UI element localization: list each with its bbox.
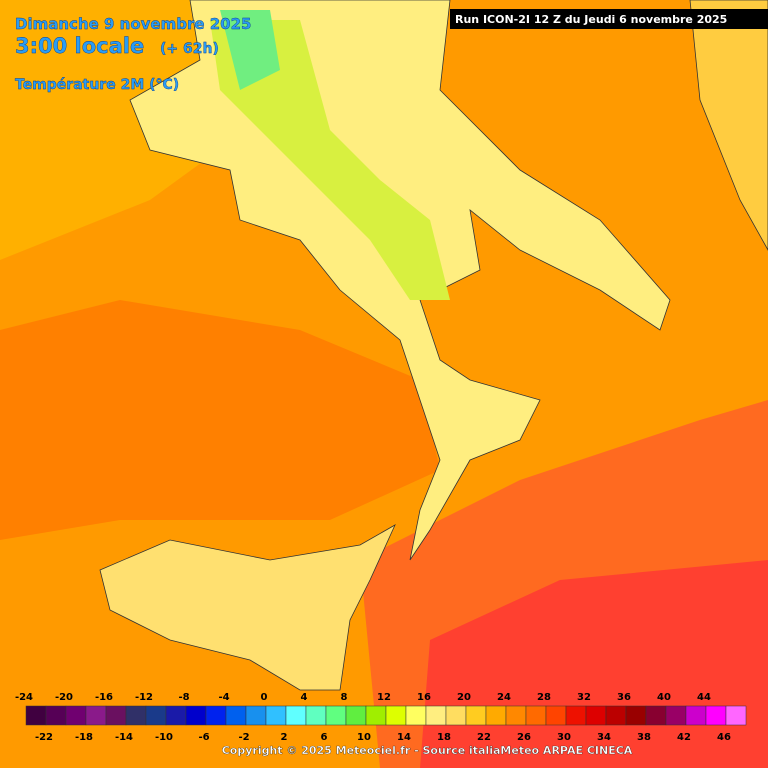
- legend-swatch: [585, 705, 607, 726]
- legend-swatch: [445, 705, 467, 726]
- legend-label: -14: [115, 732, 133, 743]
- legend-label: -18: [75, 732, 93, 743]
- legend-label: 12: [377, 692, 391, 703]
- legend-label: 26: [517, 732, 531, 743]
- legend-label: 38: [637, 732, 651, 743]
- legend-swatch: [625, 705, 647, 726]
- legend-label: 24: [497, 692, 511, 703]
- legend-label: 4: [301, 692, 308, 703]
- legend-label: -24: [15, 692, 33, 703]
- legend-label: -2: [238, 732, 249, 743]
- legend-swatch: [125, 705, 147, 726]
- legend-label: 40: [657, 692, 671, 703]
- legend-label: 14: [397, 732, 411, 743]
- legend-label: 22: [477, 732, 491, 743]
- legend-label: -12: [135, 692, 153, 703]
- sicily: [99, 524, 396, 691]
- legend-swatch: [385, 705, 407, 726]
- legend-swatch: [405, 705, 427, 726]
- legend-label: 2: [281, 732, 288, 743]
- legend-label: 0: [261, 692, 268, 703]
- legend-swatch: [165, 705, 187, 726]
- legend-label: -10: [155, 732, 173, 743]
- legend-label: 44: [697, 692, 711, 703]
- legend-label: 10: [357, 732, 371, 743]
- legend-label: -4: [218, 692, 229, 703]
- legend-label: 42: [677, 732, 691, 743]
- legend-label: 6: [321, 732, 328, 743]
- field-name: Température 2M (°C): [15, 77, 179, 93]
- apennines-cold: [220, 10, 280, 90]
- legend-label: -20: [55, 692, 73, 703]
- time: 3:00 locale: [15, 34, 144, 58]
- legend-label: -6: [198, 732, 209, 743]
- legend-label: 46: [717, 732, 731, 743]
- legend-label: 8: [341, 692, 348, 703]
- legend: -24-22-20-18-16-14-12-10-8-6-4-202468101…: [15, 692, 747, 743]
- legend-label: -22: [35, 732, 53, 743]
- legend-swatch: [225, 705, 247, 726]
- legend-swatch: [505, 705, 527, 726]
- legend-swatch: [365, 705, 387, 726]
- legend-swatch: [65, 705, 87, 726]
- date: Dimanche 9 novembre 2025: [15, 15, 252, 33]
- legend-label: 32: [577, 692, 591, 703]
- legend-label: -16: [95, 692, 113, 703]
- legend-swatch: [45, 705, 67, 726]
- legend-swatch: [285, 705, 307, 726]
- legend-label: 16: [417, 692, 431, 703]
- lead-time: (+ 62h): [160, 41, 219, 57]
- legend-swatch: [465, 705, 487, 726]
- legend-label: 18: [437, 732, 451, 743]
- legend-swatch: [145, 705, 167, 726]
- legend-swatch: [685, 705, 707, 726]
- legend-swatch: [325, 705, 347, 726]
- apennines-cool: [210, 20, 450, 300]
- legend-swatch: [645, 705, 667, 726]
- legend-swatch: [85, 705, 107, 726]
- legend-label: 28: [537, 692, 551, 703]
- run-banner: [450, 9, 768, 29]
- legend-swatch: [725, 705, 747, 726]
- legend-swatch: [205, 705, 227, 726]
- legend-swatch: [25, 705, 47, 726]
- run-info: Run ICON-2I 12 Z du Jeudi 6 novembre 202…: [455, 13, 727, 26]
- legend-swatch: [425, 705, 447, 726]
- legend-label: 34: [597, 732, 611, 743]
- legend-swatch: [185, 705, 207, 726]
- legend-swatch: [265, 705, 287, 726]
- legend-label: -8: [178, 692, 189, 703]
- legend-swatch: [605, 705, 627, 726]
- legend-swatch: [705, 705, 727, 726]
- sea-tyrrhenian: [0, 300, 440, 540]
- legend-swatch: [565, 705, 587, 726]
- legend-swatch: [345, 705, 367, 726]
- legend-swatch: [665, 705, 687, 726]
- legend-swatch: [305, 705, 327, 726]
- legend-swatch: [545, 705, 567, 726]
- legend-swatch: [245, 705, 267, 726]
- legend-label: 20: [457, 692, 471, 703]
- legend-label: 30: [557, 732, 571, 743]
- legend-swatch: [105, 705, 127, 726]
- legend-swatch: [485, 705, 507, 726]
- legend-label: 36: [617, 692, 631, 703]
- copyright: Copyright © 2025 Meteociel.fr - Source i…: [222, 744, 633, 757]
- balkans: [689, 0, 768, 251]
- legend-swatch: [525, 705, 547, 726]
